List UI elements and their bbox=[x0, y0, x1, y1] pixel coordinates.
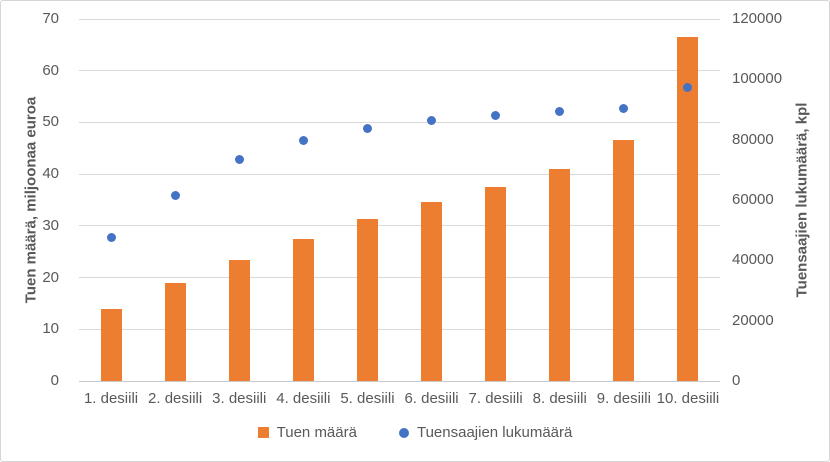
x-axis-line bbox=[79, 381, 720, 382]
x-axis-category-label: 8. desiili bbox=[532, 390, 587, 407]
x-axis-category-label: 2. desiili bbox=[148, 390, 203, 407]
legend-label-bar-series: Tuen määrä bbox=[276, 424, 357, 441]
gridline bbox=[79, 70, 720, 72]
bar-series-swatch-icon bbox=[257, 427, 269, 438]
right-axis-tick-label: 40000 bbox=[732, 251, 774, 269]
left-axis-tick-label: 10 bbox=[42, 320, 59, 338]
right-axis-tick-label: 100000 bbox=[732, 70, 783, 88]
data-point bbox=[427, 116, 437, 126]
data-point bbox=[555, 106, 565, 116]
data-point bbox=[619, 104, 629, 114]
legend-item-scatter-series: Tuensaajien lukumäärä bbox=[398, 424, 573, 441]
legend-item-bar-series: Tuen määrä bbox=[257, 424, 357, 441]
bar bbox=[228, 259, 250, 381]
left-axis-tick-label: 0 bbox=[50, 372, 59, 389]
right-axis-tick-label: 80000 bbox=[732, 130, 774, 148]
x-axis-category-label: 9. desiili bbox=[596, 390, 651, 407]
bar bbox=[485, 186, 507, 381]
gridline bbox=[79, 277, 720, 279]
x-axis-category-label: 6. desiili bbox=[404, 390, 459, 407]
x-axis-category-label: 3. desiili bbox=[212, 390, 267, 407]
bar bbox=[613, 140, 635, 381]
left-axis-tick-label: 20 bbox=[42, 268, 59, 286]
bar bbox=[292, 239, 314, 381]
left-axis-tick-label: 50 bbox=[42, 113, 59, 131]
x-axis-category-label: 5. desiili bbox=[340, 390, 395, 407]
gridline bbox=[79, 225, 720, 227]
legend-label-scatter-series: Tuensaajien lukumäärä bbox=[416, 424, 573, 441]
gridline bbox=[79, 173, 720, 175]
right-axis-tick-label: 120000 bbox=[732, 10, 783, 27]
x-axis-category-label: 7. desiili bbox=[468, 390, 523, 407]
gridline bbox=[79, 121, 720, 123]
bar bbox=[421, 202, 443, 381]
left-axis-tick-label: 70 bbox=[42, 10, 59, 27]
data-point bbox=[683, 83, 693, 93]
data-point bbox=[234, 154, 244, 164]
bar bbox=[164, 282, 186, 381]
data-point bbox=[362, 123, 372, 133]
data-point bbox=[491, 110, 501, 120]
data-point bbox=[170, 190, 180, 200]
gridline bbox=[79, 18, 720, 20]
bar bbox=[677, 37, 699, 381]
right-axis-tick-label: 20000 bbox=[732, 311, 774, 329]
x-axis-category-label: 10. desiili bbox=[656, 390, 720, 407]
scatter-series-swatch-icon bbox=[398, 427, 409, 438]
left-axis-tick-label: 60 bbox=[42, 61, 59, 79]
data-point bbox=[298, 135, 308, 145]
x-axis-category-label: 4. desiili bbox=[276, 390, 331, 407]
bar bbox=[100, 308, 122, 381]
bar bbox=[356, 219, 378, 381]
right-axis-tick-label: 0 bbox=[732, 372, 741, 389]
legend: Tuen määrä Tuensaajien lukumäärä bbox=[1, 424, 829, 441]
gridline bbox=[79, 328, 720, 330]
x-axis-category-label: 1. desiili bbox=[83, 390, 139, 407]
bar bbox=[549, 168, 571, 381]
left-axis-tick-label: 40 bbox=[42, 165, 59, 183]
right-axis-tick-label: 60000 bbox=[732, 191, 774, 208]
left-axis-tick-label: 30 bbox=[42, 216, 59, 234]
data-point bbox=[106, 233, 116, 243]
